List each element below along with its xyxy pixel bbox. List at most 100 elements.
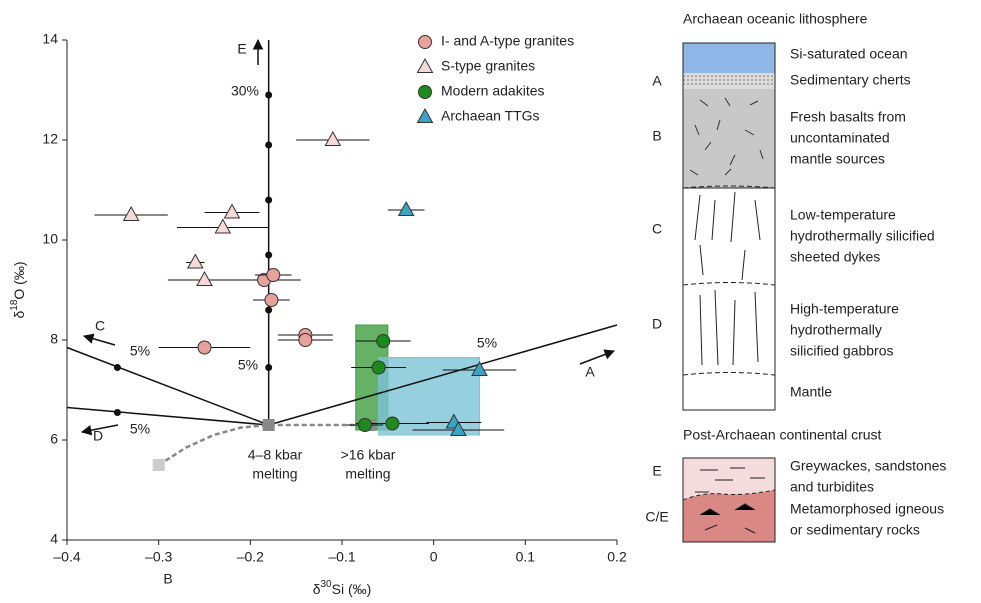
- layer-label: Low-temperature: [790, 207, 896, 223]
- marker: [197, 340, 212, 355]
- annotation: D: [93, 428, 103, 444]
- layer-letter: C: [652, 221, 662, 237]
- x-tick-label: –0.3: [145, 549, 172, 565]
- axis-label: δ18O (‰): [9, 261, 27, 318]
- layer-letter: B: [652, 128, 661, 144]
- marker: [298, 333, 313, 347]
- arrows: [80, 38, 615, 436]
- layer-label: Metamorphosed igneous: [790, 501, 944, 517]
- marker: [357, 418, 372, 432]
- layer-label: Si-saturated ocean: [790, 46, 908, 62]
- annotation: 4–8 kbar: [248, 447, 303, 463]
- axis-label-part: 18: [9, 299, 20, 311]
- column: [682, 187, 776, 411]
- marker: [266, 268, 281, 282]
- layer-label: hydrothermally: [790, 322, 882, 338]
- annotation: melting: [252, 466, 297, 482]
- annotation: E: [237, 41, 246, 57]
- mixing-dot: [265, 141, 273, 149]
- mixing-dot: [265, 251, 273, 259]
- layer-letter: E: [652, 463, 661, 479]
- marker: [264, 293, 279, 307]
- layer-label: Fresh basalts from: [790, 109, 906, 125]
- marker: [324, 130, 342, 146]
- boundaries: [682, 185, 776, 376]
- melting-node: [262, 419, 275, 431]
- legend-marker: [416, 57, 434, 73]
- axis-label: δ30Si (‰): [313, 579, 372, 597]
- layer-label: Mantle: [790, 384, 832, 400]
- marker: [471, 360, 488, 376]
- column-outline: [682, 457, 776, 543]
- layer-label: mantle sources: [790, 151, 885, 167]
- legend-marker: [418, 35, 432, 49]
- layer-letter: C/E: [645, 509, 668, 525]
- legend-label: Modern adakites: [441, 83, 545, 99]
- y-tick-label: 14: [42, 31, 58, 47]
- y-tick-label: 12: [42, 131, 58, 147]
- layer-label: hydrothermally silicified: [790, 228, 935, 244]
- layer-label: silicified gabbros: [790, 343, 894, 359]
- mixing-dot: [265, 306, 273, 314]
- layer-label: High-temperature: [790, 301, 899, 317]
- legend-marker: [416, 107, 434, 123]
- ocean: [683, 43, 775, 75]
- layer-letter: D: [652, 316, 662, 332]
- annotation: 5%: [477, 335, 497, 351]
- marker: [214, 218, 232, 234]
- annotation: >16 kbar: [341, 447, 396, 463]
- x-tick-label: –0.4: [53, 549, 80, 565]
- mixing-dot: [113, 364, 121, 371]
- y-tick-label: 6: [50, 431, 58, 447]
- axis-label-part: δ: [313, 581, 321, 597]
- annotation: 5%: [130, 343, 150, 359]
- y-tick-label: 8: [50, 331, 58, 347]
- marker: [450, 420, 467, 436]
- layer-label: Greywackes, sandstones: [790, 458, 946, 474]
- marker: [186, 253, 204, 269]
- axis-label-part: δ: [11, 311, 27, 319]
- axis-label-part: 30: [321, 579, 333, 590]
- mixing-dot: [113, 409, 121, 416]
- marker: [397, 200, 415, 216]
- basalt-texture: [689, 97, 764, 176]
- mixing-line: [66, 346, 269, 426]
- annotation: melting: [345, 466, 390, 482]
- x-tick-label: 0: [430, 549, 438, 565]
- annotation: 5%: [130, 421, 150, 437]
- schematic-title: Post-Archaean continental crust: [683, 427, 882, 443]
- layer-label: or sedimentary rocks: [790, 522, 920, 538]
- schematic: Archaean oceanic lithosphere Post-Archae…: [682, 11, 882, 543]
- y-tick-label: 10: [42, 231, 58, 247]
- chert-texture: [683, 75, 775, 85]
- x-tick-label: 0.1: [516, 549, 536, 565]
- arrow: [82, 333, 116, 346]
- marker: [376, 334, 391, 348]
- mixing-line: [268, 324, 618, 426]
- layer-label: uncontaminated: [790, 130, 890, 146]
- marker: [196, 270, 213, 286]
- layer-label: and turbidites: [790, 479, 874, 495]
- annotation: C: [95, 318, 105, 334]
- mixing-dot: [265, 196, 273, 204]
- mixing-line: [66, 406, 269, 426]
- layer-label: sheeted dykes: [790, 249, 880, 265]
- marker: [385, 416, 400, 431]
- melting-path: [157, 423, 370, 467]
- mixing-dot: [265, 91, 273, 99]
- x-tick-label: –0.1: [328, 549, 355, 565]
- rock-texture: [695, 467, 765, 534]
- annotation: 30%: [231, 83, 259, 99]
- annotation: A: [585, 364, 595, 380]
- schematic-title: Archaean oceanic lithosphere: [683, 11, 868, 27]
- column-outline: [682, 42, 776, 411]
- x-tick-label: –0.2: [237, 549, 264, 565]
- marker: [122, 205, 140, 221]
- legend-label: Archaean TTGs: [441, 108, 540, 124]
- annotation: B: [163, 571, 172, 587]
- melting-node: [152, 459, 165, 471]
- legend-label: S-type granites: [441, 58, 535, 74]
- marker: [223, 203, 241, 219]
